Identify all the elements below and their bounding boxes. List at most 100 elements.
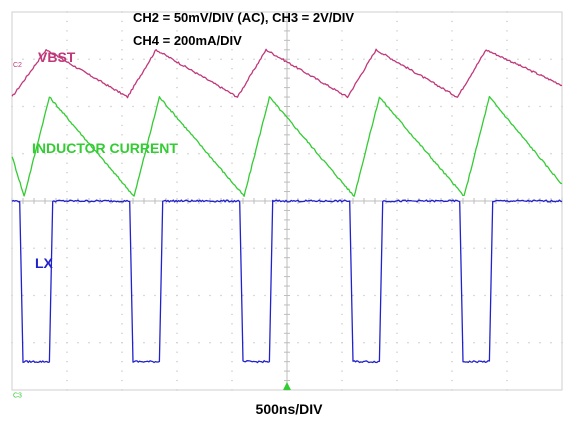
grid-dot	[110, 342, 112, 344]
grid-dot	[418, 153, 420, 155]
grid-dot	[396, 285, 398, 287]
grid-dot	[231, 266, 233, 268]
grid-dot	[506, 323, 508, 325]
grid-dot	[132, 105, 134, 108]
grid-dot	[231, 162, 233, 164]
grid-dot	[176, 68, 178, 70]
grid-dot	[176, 134, 178, 136]
grid-dot	[231, 323, 233, 325]
grid-dot	[66, 323, 68, 325]
grid-dot	[143, 294, 145, 297]
grid-dot	[539, 247, 541, 249]
grid-dot	[506, 228, 508, 231]
grid-dot	[231, 238, 233, 240]
grid-dot	[275, 153, 277, 155]
grid-dot	[66, 332, 68, 334]
grid-dot	[231, 275, 233, 278]
grid-dot	[11, 58, 13, 60]
grid-dot	[198, 294, 200, 297]
grid-dot	[176, 209, 178, 212]
grid-dot	[396, 190, 398, 193]
grid-dot	[440, 294, 442, 297]
grid-dot	[121, 257, 123, 259]
grid-dot	[275, 105, 277, 108]
grid-dot	[319, 105, 321, 108]
grid-dot	[121, 370, 123, 372]
grid-dot	[528, 58, 530, 60]
grid-dot	[506, 190, 508, 193]
grid-dot	[506, 171, 508, 174]
grid-dot	[264, 342, 266, 344]
grid-dot	[440, 247, 442, 249]
grid-dot	[341, 96, 343, 98]
grid-dot	[220, 247, 222, 249]
grid-dot	[176, 342, 178, 344]
grid-dot	[165, 294, 167, 297]
grid-dot	[66, 162, 68, 164]
grid-dot	[77, 294, 79, 297]
grid-dot	[176, 115, 178, 117]
grid-dot	[330, 153, 332, 155]
grid-dot	[396, 153, 398, 155]
grid-dot	[121, 115, 123, 117]
grid-dot	[176, 171, 178, 174]
grid-dot	[341, 360, 343, 363]
grid-dot	[451, 49, 453, 51]
grid-dot	[506, 143, 508, 145]
grid-dot	[121, 96, 123, 98]
grid-dot	[341, 332, 343, 334]
grid-dot	[429, 294, 431, 297]
grid-dot	[550, 153, 552, 155]
grid-dot	[242, 105, 244, 108]
grid-dot	[154, 294, 156, 297]
grid-dot	[88, 342, 90, 344]
grid-dot	[352, 153, 354, 155]
grid-dot	[176, 247, 178, 249]
grid-dot	[121, 389, 123, 391]
grid-dot	[407, 247, 409, 249]
grid-dot	[176, 389, 178, 391]
grid-dot	[363, 247, 365, 249]
grid-dot	[341, 313, 343, 316]
grid-dot	[143, 342, 145, 344]
grid-dot	[121, 360, 123, 363]
grid-dot	[44, 247, 46, 249]
grid-dot	[231, 285, 233, 287]
grid-dot	[176, 30, 178, 32]
grid-dot	[451, 370, 453, 372]
grid-dot	[110, 153, 112, 155]
trigger-marker	[283, 382, 291, 390]
grid-dot	[176, 20, 178, 23]
grid-dot	[473, 105, 475, 108]
grid-dot	[451, 68, 453, 70]
grid-dot	[66, 360, 68, 363]
grid-dot	[451, 323, 453, 325]
grid-dot	[66, 370, 68, 372]
grid-dot	[506, 238, 508, 240]
grid-dot	[253, 247, 255, 249]
grid-dot	[154, 105, 156, 108]
grid-dot	[88, 105, 90, 108]
grid-dot	[484, 247, 486, 249]
grid-dot	[231, 209, 233, 212]
grid-dot	[275, 294, 277, 297]
grid-dot	[341, 77, 343, 79]
grid-dot	[517, 58, 519, 60]
grid-dot	[231, 389, 233, 391]
grid-dot	[473, 342, 475, 344]
grid-dot	[66, 134, 68, 136]
grid-dot	[396, 247, 398, 249]
grid-dot	[176, 181, 178, 183]
grid-dot	[121, 285, 123, 287]
grid-dot	[121, 134, 123, 136]
grid-dot	[66, 228, 68, 231]
grid-dot	[88, 153, 90, 155]
grid-dot	[66, 379, 68, 382]
grid-dot	[198, 58, 200, 60]
grid-dot	[506, 275, 508, 278]
grid-dot	[396, 389, 398, 391]
grid-dot	[198, 153, 200, 155]
grid-dot	[396, 58, 398, 60]
grid-dot	[11, 294, 13, 297]
title-line-2: CH4 = 200mA/DIV	[133, 33, 242, 48]
